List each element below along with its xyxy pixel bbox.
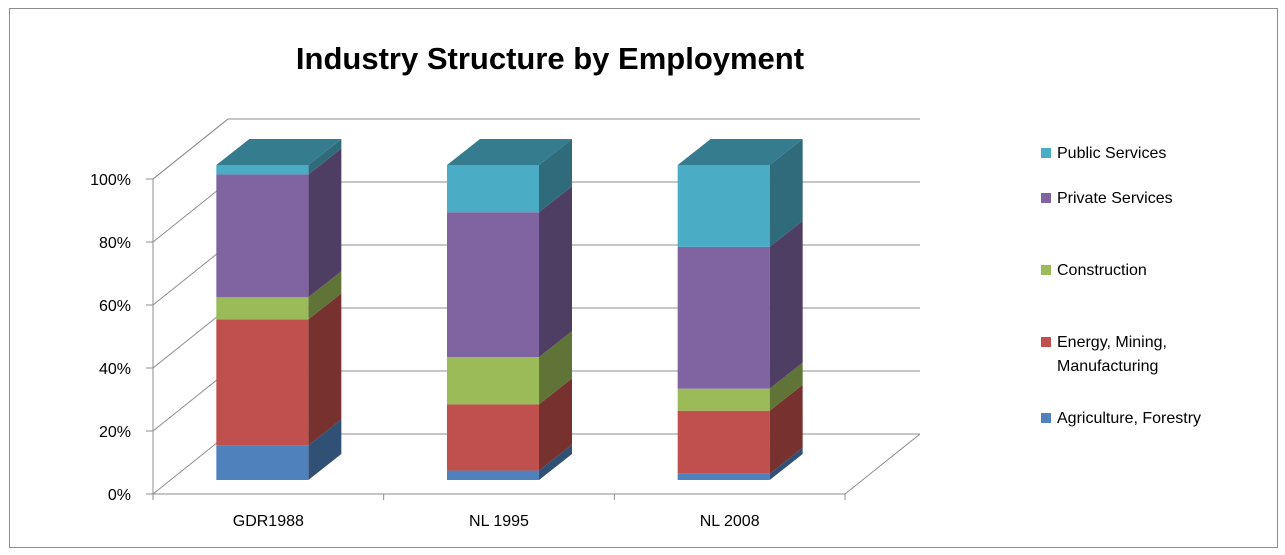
bar-side bbox=[769, 139, 803, 247]
x-tick-label: NL 2008 bbox=[700, 513, 760, 530]
bar-side bbox=[769, 362, 803, 411]
y-tick-label: 20% bbox=[99, 424, 131, 441]
chart-title: Industry Structure by Employment bbox=[296, 41, 804, 76]
gridlines bbox=[152, 118, 920, 495]
bar-segment bbox=[216, 445, 309, 480]
x-tick-label: GDR1988 bbox=[233, 513, 304, 530]
gridline-depth bbox=[152, 307, 229, 369]
bar-segment bbox=[677, 473, 770, 480]
bar-top bbox=[216, 139, 342, 165]
legend-swatch bbox=[1041, 413, 1051, 423]
bar-segment bbox=[216, 165, 309, 175]
legend-label: Private Services bbox=[1057, 190, 1173, 207]
bar-segment bbox=[677, 246, 770, 389]
bar-side bbox=[769, 384, 803, 474]
bar-side bbox=[308, 271, 342, 320]
bar-side bbox=[308, 293, 342, 446]
legend-label: Public Services bbox=[1057, 145, 1166, 162]
bar-side bbox=[539, 139, 572, 213]
bar-segment bbox=[447, 212, 539, 358]
y-tick-label: 0% bbox=[108, 487, 131, 504]
bar-side bbox=[769, 447, 803, 480]
bar-stack-1 bbox=[447, 139, 572, 480]
legend-swatch bbox=[1041, 148, 1051, 158]
gridline-depth bbox=[152, 244, 229, 306]
gridline-depth bbox=[152, 118, 229, 180]
bar-side bbox=[308, 139, 342, 175]
y-tick-label: 100% bbox=[90, 172, 131, 189]
y-tick-label: 80% bbox=[99, 235, 131, 252]
legend: Public Services Private Services Construct… bbox=[1041, 145, 1201, 427]
bar-segment bbox=[216, 174, 309, 298]
bar-side bbox=[539, 186, 572, 358]
legend-swatch bbox=[1041, 193, 1051, 203]
bar-side bbox=[308, 148, 342, 298]
bar-stack-2 bbox=[677, 139, 803, 480]
bar-segment bbox=[447, 470, 539, 480]
gridline-depth bbox=[152, 370, 229, 432]
bar-top bbox=[447, 139, 572, 165]
bar-stack-0 bbox=[216, 139, 342, 480]
bar-segment bbox=[447, 165, 539, 213]
legend-label: Construction bbox=[1057, 262, 1147, 279]
bar-segment bbox=[677, 388, 770, 411]
floor-edge-right bbox=[844, 433, 921, 495]
bar-segment bbox=[447, 357, 539, 405]
bar-side bbox=[539, 444, 572, 480]
bar-segment bbox=[677, 410, 770, 474]
gridline-depth bbox=[152, 181, 229, 243]
legend-label: Energy, Mining, Manufacturing bbox=[1057, 334, 1167, 375]
bar-side bbox=[539, 378, 572, 471]
bars bbox=[216, 139, 803, 480]
chart-canvas: Industry Structure by Employment 0% 20% 40… bbox=[90, 41, 1201, 530]
bar-side bbox=[539, 331, 572, 405]
bar-side bbox=[769, 220, 803, 389]
bar-top bbox=[677, 139, 803, 165]
gridline-depth bbox=[152, 433, 229, 495]
chart-frame: Industry Structure by Employment 0% 20% 40… bbox=[9, 8, 1278, 548]
legend-label: Agriculture, Forestry bbox=[1057, 410, 1201, 427]
legend-label-line: Energy, Mining, bbox=[1057, 334, 1167, 351]
legend-swatch bbox=[1041, 337, 1051, 347]
bar-segment bbox=[447, 404, 539, 471]
y-tick-label: 40% bbox=[99, 361, 131, 378]
bar-segment bbox=[677, 165, 770, 247]
y-tick-label: 60% bbox=[99, 298, 131, 315]
axes: 0% 20% 40% 60% 80% 100% GDR1988 NL 1995 NL 2008 bbox=[90, 172, 846, 530]
legend-swatch bbox=[1041, 265, 1051, 275]
bar-segment bbox=[216, 319, 309, 446]
bar-side bbox=[308, 419, 342, 480]
x-tick-label: NL 1995 bbox=[469, 513, 529, 530]
legend-label-line: Manufacturing bbox=[1057, 358, 1158, 375]
bar-segment bbox=[216, 297, 309, 320]
